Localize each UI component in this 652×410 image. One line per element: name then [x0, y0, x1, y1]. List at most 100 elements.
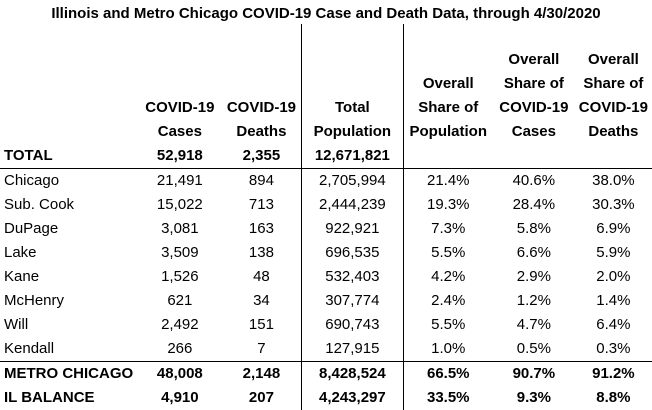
cell-share-cases: [492, 144, 575, 169]
cell-share-population: 5.5%: [431, 316, 466, 333]
header-share-pop-line2: Share of: [418, 99, 479, 116]
header-population-line1: Total: [301, 96, 404, 120]
cell-share-deaths: 1.4%: [596, 292, 631, 309]
header-share-cases-line4: Cases: [511, 123, 556, 140]
cell-share-deaths: 0.3%: [574, 337, 652, 362]
cell-population: 4,243,297: [301, 386, 404, 410]
cell-share-deaths: 5.9%: [596, 244, 631, 261]
cell-share-cases: 40.6%: [512, 172, 556, 189]
cell-name: Chicago: [4, 172, 60, 189]
header-cases-line1: COVID-19: [145, 99, 215, 116]
cell-share-population: 66.5%: [426, 365, 470, 382]
table-title: Illinois and Metro Chicago COVID-19 Case…: [51, 5, 601, 22]
cell-deaths: 7: [221, 337, 303, 362]
cell-share-cases: 5.8%: [516, 220, 551, 237]
cell-share-population: 21.4%: [426, 172, 470, 189]
cell-name: METRO CHICAGO: [4, 365, 134, 382]
header-share-pop-line1: Overall: [422, 75, 474, 92]
header-share-deaths-line4: Deaths: [588, 123, 639, 140]
table-row: DuPage 3,081 163 922,921 7.3% 5.8% 6.9%: [0, 217, 652, 241]
cell-share-cases: 6.6%: [516, 244, 551, 261]
cell-deaths: 163: [221, 217, 303, 241]
cell-share-cases: 28.4%: [512, 196, 556, 213]
cell-cases: 266: [137, 337, 222, 362]
header-deaths-line2: Deaths: [221, 120, 303, 144]
cell-population: 922,921: [301, 217, 404, 241]
cell-name: Sub. Cook: [4, 196, 75, 213]
cell-deaths: 151: [221, 313, 303, 337]
header-deaths-line1: COVID-19: [221, 96, 303, 120]
cell-share-deaths: 30.3%: [592, 196, 635, 213]
cell-population: 696,535: [301, 241, 404, 265]
cell-share-population: 4.2%: [431, 268, 466, 285]
cell-deaths: 713: [221, 193, 303, 217]
cell-name: Lake: [4, 244, 37, 261]
cell-population: 12,671,821: [301, 144, 404, 169]
cell-population: 307,774: [301, 289, 404, 313]
cell-share-cases: 4.7%: [516, 316, 551, 333]
cell-share-population: 19.3%: [426, 196, 470, 213]
table-row: Will 2,492 151 690,743 5.5% 4.7% 6.4%: [0, 313, 652, 337]
cell-share-deaths: 6.9%: [596, 220, 631, 237]
table-row: McHenry 621 34 307,774 2.4% 1.2% 1.4%: [0, 289, 652, 313]
cell-deaths: 48: [221, 265, 303, 289]
cell-share-cases: 0.5%: [492, 337, 575, 362]
cell-share-population: 1.0%: [403, 337, 493, 362]
header-spacer: [0, 24, 138, 48]
cell-deaths: 207: [221, 386, 303, 410]
cell-share-deaths: 8.8%: [596, 389, 631, 406]
cell-population: 8,428,524: [301, 361, 404, 386]
header-share-deaths-line1: Overall: [587, 51, 639, 68]
cell-cases: 621: [167, 292, 193, 309]
table-row: Sub. Cook 15,022 713 2,444,239 19.3% 28.4% 30.…: [0, 193, 652, 217]
cell-population: 127,915: [301, 337, 404, 362]
cell-deaths: 138: [221, 241, 303, 265]
cell-share-population: [403, 144, 493, 169]
cell-population: 690,743: [301, 313, 404, 337]
cell-population: 532,403: [301, 265, 404, 289]
cell-share-deaths: 2.0%: [596, 268, 631, 285]
cell-share-population: 33.5%: [426, 389, 470, 406]
cell-share-population: 2.4%: [431, 292, 466, 309]
table-row: Lake 3,509 138 696,535 5.5% 6.6% 5.9%: [0, 241, 652, 265]
cell-name: Kendall: [0, 337, 138, 362]
cell-share-population: 5.5%: [431, 244, 466, 261]
header-share-deaths-line3: COVID-19: [578, 99, 648, 116]
cell-share-cases: 1.2%: [516, 292, 551, 309]
cell-deaths: 34: [221, 289, 303, 313]
cell-share-deaths: [574, 144, 652, 169]
header-share-pop-line3: Population: [409, 123, 488, 140]
header-share-deaths-line2: Share of: [583, 75, 644, 92]
cell-cases: 52,918: [137, 144, 222, 169]
cell-cases: 1,526: [161, 268, 199, 285]
cell-population: 2,705,994: [301, 168, 404, 193]
cell-cases: 15,022: [156, 196, 203, 213]
cell-cases: 4,910: [161, 389, 199, 406]
table-row: Chicago 21,491 894 2,705,994 21.4% 40.6% 38.0%: [0, 168, 652, 193]
cell-name: McHenry: [4, 292, 65, 309]
cell-cases: 3,509: [161, 244, 199, 261]
header-share-cases-line3: COVID-19: [499, 99, 569, 116]
cell-cases: 48,008: [156, 365, 203, 382]
cell-name: DuPage: [4, 220, 59, 237]
header-share-cases-line2: Share of: [503, 75, 564, 92]
cell-cases: 21,491: [156, 172, 203, 189]
cell-name: IL BALANCE: [4, 389, 95, 406]
cell-share-cases: 9.3%: [516, 389, 551, 406]
cell-share-deaths: 38.0%: [592, 172, 635, 189]
cell-population: 2,444,239: [301, 193, 404, 217]
header-share-cases-line1: Overall: [508, 51, 560, 68]
cell-name: TOTAL: [0, 144, 138, 169]
cell-share-deaths: 91.2%: [592, 365, 635, 382]
cell-share-population: 7.3%: [431, 220, 466, 237]
header-cases-line2: Cases: [157, 123, 202, 140]
cell-deaths: 894: [221, 168, 303, 193]
table-row: METRO CHICAGO 48,008 2,148 8,428,524 66.5% 90…: [0, 361, 652, 386]
cell-share-cases: 2.9%: [516, 268, 551, 285]
cell-deaths: 2,355: [221, 144, 303, 169]
cell-cases: 3,081: [161, 220, 199, 237]
cell-share-cases: 90.7%: [512, 365, 556, 382]
table-body: TOTAL 52,918 2,355 12,671,821 Chicago 21,491 8…: [0, 144, 652, 410]
cell-share-deaths: 6.4%: [596, 316, 631, 333]
table-row: Kendall 266 7 127,915 1.0% 0.5% 0.3%: [0, 337, 652, 362]
